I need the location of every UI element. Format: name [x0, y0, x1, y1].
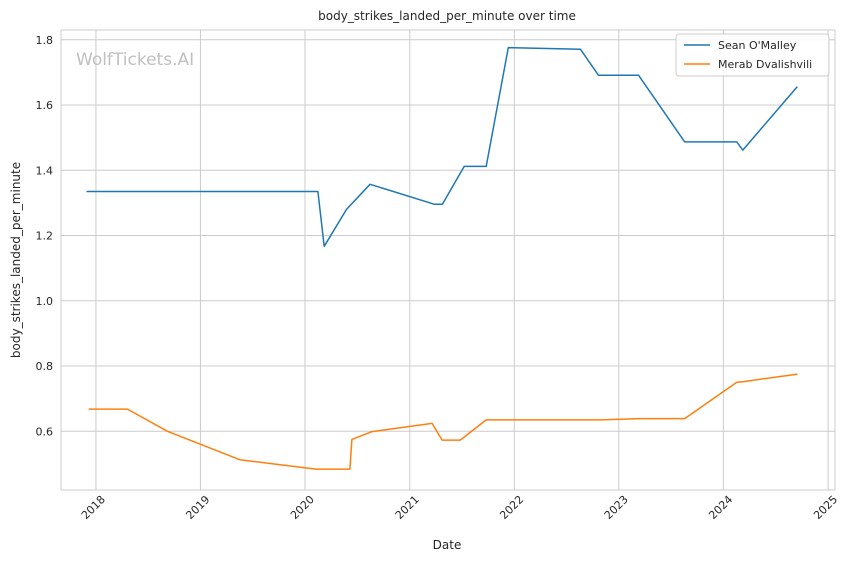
x-tick-labels: 2018 2019 2020 2021 2022 2023 2024 2025	[79, 493, 840, 522]
y-tick-label: 0.8	[36, 360, 54, 373]
x-tick-label: 2022	[497, 493, 526, 522]
y-tick-label: 1.6	[36, 99, 54, 112]
y-tick-label: 1.4	[36, 164, 54, 177]
series-layer	[86, 46, 798, 470]
x-tick-label: 2023	[602, 493, 631, 522]
x-tick-label: 2020	[288, 493, 317, 522]
x-tick-label: 2025	[811, 493, 840, 522]
plot-frame	[60, 29, 836, 491]
x-axis-label: Date	[433, 538, 462, 552]
y-tick-label: 1.2	[36, 230, 54, 243]
x-tick-label: 2024	[706, 493, 735, 522]
legend-label-series-0: Sean O'Malley	[718, 39, 797, 52]
series-line-1	[88, 373, 798, 470]
watermark: WolfTickets.AI	[76, 50, 194, 70]
y-axis-label: body_strikes_landed_per_minute	[9, 162, 23, 358]
y-tick-label: 1.8	[36, 34, 54, 47]
y-tick-labels: 0.6 0.8 1.0 1.2 1.4 1.6 1.8	[36, 34, 54, 438]
series-line-0	[86, 46, 798, 248]
x-tick-label: 2019	[183, 493, 212, 522]
y-tick-label: 0.6	[36, 425, 54, 438]
x-gridlines	[95, 30, 829, 490]
legend-label-series-1: Merab Dvalishvili	[718, 58, 812, 71]
legend-box	[675, 33, 830, 77]
y-gridlines	[61, 39, 835, 432]
plot-area	[61, 30, 835, 490]
chart-title: body_strikes_landed_per_minute over time	[318, 9, 576, 23]
y-tick-label: 1.0	[36, 295, 54, 308]
x-tick-label: 2018	[79, 493, 108, 522]
legend: Sean O'Malley Merab Dvalishvili	[675, 33, 830, 77]
x-tick-label: 2021	[393, 493, 422, 522]
